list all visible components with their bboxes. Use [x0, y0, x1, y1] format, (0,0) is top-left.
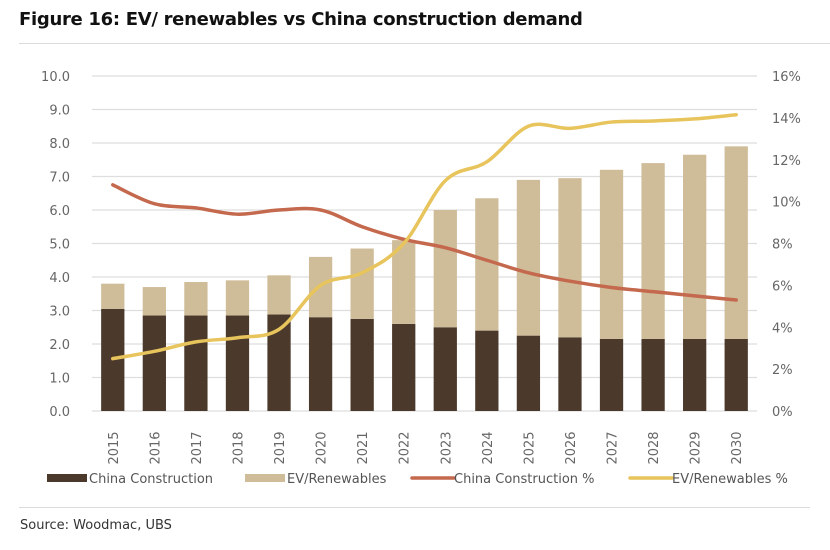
- x-tick-label: 2019: [273, 431, 288, 464]
- y-tick-label: 10.0: [41, 70, 70, 85]
- x-tick-label: 2023: [439, 431, 454, 464]
- legend: China Construction EV/Renewables China Con…: [47, 472, 788, 487]
- x-tick-label: 2027: [606, 431, 621, 464]
- y-tick-label: 7.0: [49, 171, 70, 186]
- legend-label: EV/Renewables %: [672, 472, 788, 487]
- x-tick-label: 2030: [730, 431, 745, 464]
- x-tick-label: 2022: [398, 431, 413, 464]
- bar-ev-renewables: [558, 178, 582, 338]
- y-tick-label: 9.0: [49, 104, 70, 119]
- bar-china-construction: [599, 338, 624, 411]
- bar-china-construction: [392, 323, 416, 411]
- legend-ev-renewables: EV/Renewables: [245, 472, 387, 487]
- bar-ev-renewables: [641, 163, 665, 339]
- bar-china-construction: [308, 317, 333, 411]
- legend-ev-renewables-pct: EV/Renewables %: [628, 472, 788, 487]
- x-tick-label: 2024: [481, 431, 496, 464]
- bar-ev-renewables: [433, 210, 457, 328]
- y-tick-label: 2.0: [49, 338, 70, 353]
- y-tick-label: 4.0: [49, 271, 70, 286]
- y2-tick-label: 16%: [772, 70, 801, 85]
- y-tick-label: 3.0: [49, 305, 70, 320]
- legend-label: China Construction %: [454, 472, 595, 487]
- bar-china-construction: [225, 315, 250, 411]
- x-tick-label: 2015: [107, 431, 122, 464]
- y-tick-label: 5.0: [49, 238, 70, 253]
- y-tick-label: 0.0: [49, 405, 70, 420]
- line-ev-renewables-pct: [111, 112, 738, 361]
- y2-tick-label: 4%: [772, 321, 793, 336]
- source-note: Source: Woodmac, UBS: [20, 518, 172, 533]
- bar-china-construction: [641, 338, 665, 411]
- legend-label: China Construction: [89, 472, 213, 487]
- bar-ev-renewables: [350, 248, 374, 319]
- bar-china-construction: [683, 338, 707, 411]
- y2-tick-label: 14%: [772, 112, 801, 127]
- legend-swatch: [47, 474, 87, 482]
- bar-ev-renewables: [101, 283, 125, 309]
- bar-china-construction: [142, 315, 166, 411]
- bar-ev-renewables: [683, 154, 707, 339]
- y2-tick-label: 12%: [772, 154, 801, 169]
- y2-tick-label: 2%: [772, 363, 793, 378]
- x-tick-label: 2020: [315, 431, 330, 464]
- x-tick-label: 2016: [148, 431, 163, 464]
- bar-ev-renewables: [225, 280, 250, 316]
- bar-china-construction: [350, 318, 374, 411]
- lines: [111, 112, 738, 361]
- y2-tick-label: 10%: [772, 196, 801, 211]
- legend-china-construction-pct: China Construction %: [410, 472, 595, 487]
- x-tick-label: 2028: [647, 431, 662, 464]
- y2-tick-label: 0%: [772, 405, 793, 420]
- bar-ev-renewables: [184, 282, 208, 316]
- x-tick-label: 2029: [689, 431, 704, 464]
- axes: 0.0 1.0 2.0 3.0 4.0 5.0 6.0 7.0 8.0 9.0 10.0 0% 2% 4%…: [41, 70, 801, 465]
- bar-ev-renewables: [142, 287, 166, 316]
- x-tick-label: 2017: [190, 431, 205, 464]
- bars: [101, 146, 748, 411]
- bar-china-construction: [267, 314, 291, 411]
- y2-tick-label: 8%: [772, 238, 793, 253]
- legend-label: EV/Renewables: [287, 472, 387, 487]
- bar-ev-renewables: [267, 275, 291, 315]
- line-china-construction-pct: [111, 183, 738, 302]
- bar-china-construction: [516, 335, 541, 411]
- figure-title: Figure 16: EV/ renewables vs China const…: [19, 9, 583, 30]
- chart: 0.0 1.0 2.0 3.0 4.0 5.0 6.0 7.0 8.0 9.0 10.0 0% 2% 4%…: [41, 70, 801, 487]
- bar-ev-renewables: [724, 146, 748, 339]
- y2-tick-label: 6%: [772, 279, 793, 294]
- bar-ev-renewables: [475, 198, 499, 331]
- bar-ev-renewables: [392, 240, 416, 324]
- x-tick-label: 2018: [231, 431, 246, 464]
- bar-china-construction: [724, 338, 748, 411]
- y-tick-label: 8.0: [49, 137, 70, 152]
- title-divider: [19, 43, 830, 44]
- y-tick-label: 1.0: [49, 372, 70, 387]
- legend-china-construction: China Construction: [47, 472, 213, 487]
- bar-ev-renewables: [516, 179, 541, 336]
- bar-china-construction: [475, 330, 499, 411]
- bar-china-construction: [433, 327, 457, 411]
- source-divider: [19, 507, 810, 508]
- x-tick-label: 2026: [564, 431, 579, 464]
- y-tick-label: 6.0: [49, 204, 70, 219]
- bar-china-construction: [558, 337, 582, 411]
- x-tick-label: 2021: [356, 431, 371, 464]
- bar-china-construction: [184, 315, 208, 411]
- legend-swatch: [245, 474, 285, 482]
- bar-ev-renewables: [599, 169, 624, 339]
- x-tick-label: 2025: [522, 431, 537, 464]
